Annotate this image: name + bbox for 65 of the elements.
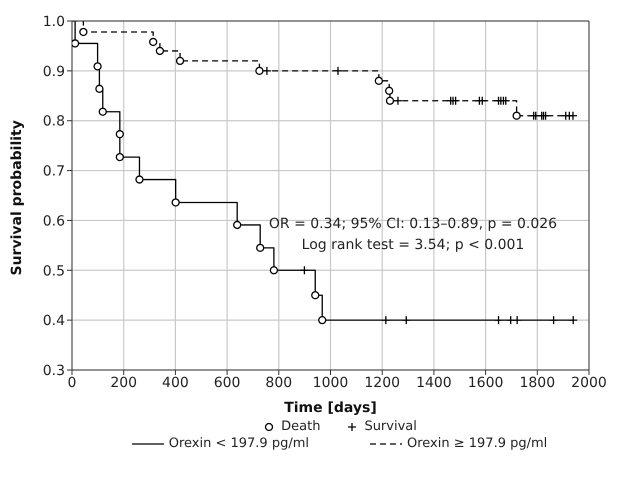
x-tick-label: 0 [68, 374, 76, 391]
point [149, 38, 158, 46]
point [311, 291, 320, 300]
legend-label: Orexin < 197.9 pg/ml [168, 435, 309, 452]
point [176, 56, 184, 66]
point [386, 96, 394, 105]
point [98, 108, 107, 116]
point [135, 175, 144, 184]
legend-label: Death [281, 418, 320, 435]
point [531, 111, 540, 120]
point [116, 152, 124, 162]
point [568, 315, 578, 325]
point [548, 315, 558, 325]
point [72, 39, 80, 48]
x-tick-label: 600 [214, 374, 240, 391]
point [79, 28, 88, 36]
point [93, 62, 102, 71]
y-tick-label: 0.4 [42, 313, 66, 330]
x-tick-label: 1800 [519, 374, 556, 391]
point [538, 111, 548, 120]
x-tick-label: 200 [110, 374, 138, 391]
y-tick-label: 0.8 [42, 114, 65, 130]
point [95, 84, 104, 93]
point [318, 316, 326, 324]
point [478, 96, 487, 106]
point [255, 66, 264, 76]
y-tick-label: 0.9 [42, 64, 65, 80]
x-tick-label: 2000 [571, 374, 607, 391]
legend-label: Orexin ≥ 197.9 pg/ml [407, 435, 548, 452]
point [393, 96, 403, 106]
annotation: OR = 0.34; 95% CI: 0.13–0.89, p = 0.026 [268, 215, 558, 234]
annotation: Log rank test = 3.54; p < 0.001 [300, 236, 526, 255]
x-tick-label: 400 [162, 374, 189, 391]
x-tick-label: 1400 [416, 374, 452, 391]
point [300, 266, 310, 275]
point [385, 86, 394, 95]
point [450, 96, 460, 106]
point [233, 220, 242, 230]
point [172, 198, 180, 207]
point [374, 76, 383, 85]
x-tick-label: 800 [265, 374, 292, 391]
point [506, 315, 516, 325]
point [381, 315, 390, 325]
x-tick-label: 1200 [364, 374, 400, 391]
point [156, 46, 164, 56]
point [512, 315, 522, 325]
point [116, 130, 124, 138]
y-tick-label: 0.6 [42, 213, 66, 230]
x-tick-label: 1600 [468, 374, 504, 391]
point [402, 315, 411, 325]
y-tick-label: 0.3 [42, 362, 65, 379]
point [262, 66, 272, 76]
point [529, 111, 538, 120]
y-tick-label: 1.0 [42, 14, 65, 30]
point [494, 315, 504, 325]
point [256, 244, 264, 252]
x-tick-label: 1000 [312, 374, 348, 391]
point [333, 66, 343, 76]
y-tick-label: 0.7 [42, 164, 65, 180]
point [270, 266, 278, 274]
legend-label: Survival [364, 418, 417, 435]
y-axis-title: Survival probability [8, 120, 25, 276]
point [512, 112, 521, 120]
y-tick-label: 0.5 [42, 263, 65, 280]
x-axis-title: Time [days] [284, 400, 377, 416]
